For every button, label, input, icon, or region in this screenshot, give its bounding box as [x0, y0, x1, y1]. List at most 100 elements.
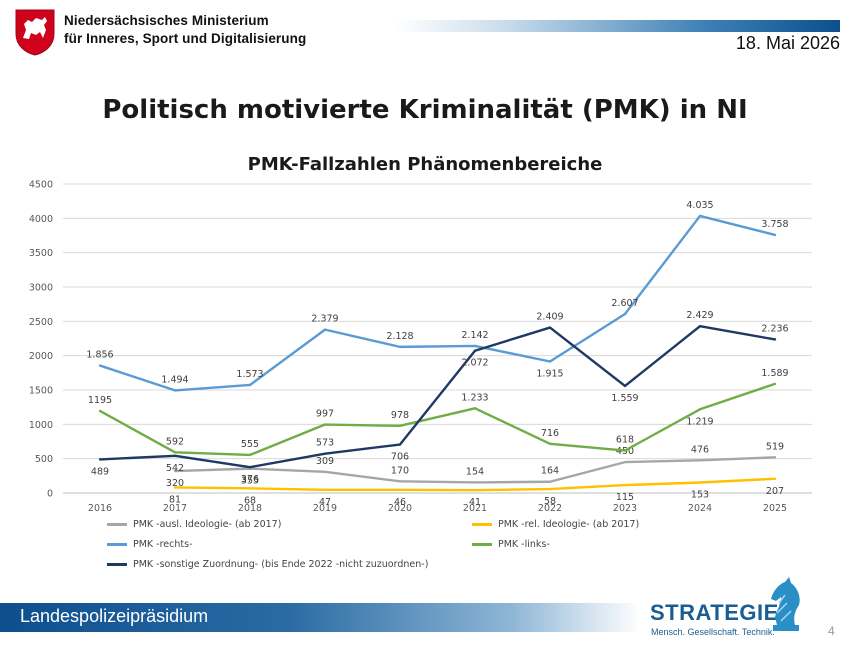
- data-point-sonstige: [173, 454, 177, 457]
- page-number: 4: [828, 624, 835, 638]
- chess-knight-icon: [771, 577, 800, 631]
- data-point-links: [398, 424, 402, 428]
- legend-swatch: [107, 523, 127, 526]
- x-tick-label: 2022: [538, 503, 562, 514]
- data-point-ausl: [323, 470, 327, 473]
- data-label-sonstige: 2.409: [536, 312, 563, 323]
- legend-item-sonstige: PMK -sonstige Zuordnung- (bis Ende 2022 …: [107, 559, 428, 570]
- data-point-rel: [248, 487, 252, 490]
- data-label-links: 1.233: [461, 392, 488, 403]
- x-tick-label: 2024: [688, 503, 712, 514]
- data-label-rel: 81: [169, 494, 181, 505]
- x-tick-label: 2021: [463, 503, 487, 514]
- x-tick-label: 2019: [313, 503, 337, 514]
- data-label-links: 1.589: [761, 368, 788, 379]
- data-label-rechts: 1.573: [236, 369, 263, 380]
- data-point-ausl: [623, 460, 627, 464]
- legend-label: PMK -sonstige Zuordnung- (bis Ende 2022 …: [133, 559, 429, 570]
- data-label-rechts: 4.035: [686, 200, 713, 211]
- data-point-links: [323, 423, 327, 426]
- data-label-rel: 207: [766, 486, 784, 497]
- data-label-rechts: 1.494: [161, 374, 188, 385]
- series-line-sonstige: [99, 325, 776, 469]
- chart-title: PMK-Fallzahlen Phänomenbereiche: [247, 154, 603, 175]
- data-label-rechts: 2.142: [461, 330, 488, 341]
- legend-item-ausl: PMK -ausl. Ideologie- (ab 2017): [107, 519, 281, 530]
- data-label-ausl: 519: [766, 441, 784, 452]
- data-point-rechts: [323, 328, 327, 331]
- data-label-links: 618: [616, 435, 634, 446]
- data-point-sonstige: [548, 326, 552, 329]
- data-label-ausl: 309: [316, 456, 334, 467]
- data-label-rel: 41: [469, 497, 481, 508]
- ministry-line-2: für Inneres, Sport und Digitalisierung: [64, 31, 307, 46]
- data-point-links: [248, 453, 252, 457]
- footer-color-band: [0, 603, 640, 632]
- y-tick-label: 3000: [29, 283, 53, 294]
- series-line-rel: [174, 477, 776, 492]
- y-tick-label: 4000: [29, 214, 53, 225]
- data-label-rechts: 2.128: [386, 331, 413, 342]
- data-point-rechts: [98, 364, 102, 367]
- x-tick-label: 2017: [163, 503, 187, 514]
- data-point-ausl: [548, 480, 552, 483]
- data-point-rechts: [248, 383, 252, 387]
- y-tick-label: 2000: [29, 351, 53, 362]
- data-label-rel: 115: [616, 492, 634, 503]
- data-label-sonstige: 706: [391, 452, 409, 463]
- data-label-rechts: 2.379: [311, 314, 338, 325]
- legend-label: PMK -links-: [498, 539, 550, 550]
- legend-swatch: [107, 563, 127, 566]
- data-point-rel: [398, 488, 402, 492]
- data-label-sonstige: 489: [91, 466, 109, 477]
- data-label-sonstige: 2.236: [761, 323, 788, 334]
- legend-label: PMK -rel. Ideologie- (ab 2017): [498, 519, 640, 530]
- data-label-sonstige: 542: [166, 463, 184, 474]
- x-tick-label: 2020: [388, 503, 412, 514]
- y-tick-label: 1500: [29, 386, 53, 397]
- data-label-ausl: 170: [391, 465, 409, 476]
- data-point-rel: [623, 483, 627, 487]
- header-color-band: [395, 20, 840, 32]
- series-line-links: [99, 382, 776, 457]
- legend-item-links: PMK -links-: [472, 539, 550, 550]
- legend-swatch: [472, 523, 492, 526]
- data-point-ausl: [698, 459, 702, 462]
- data-point-rechts: [773, 233, 777, 237]
- strategie-logo-text: STRATEGIE3: [650, 600, 786, 626]
- slide-date: 18. Mai 2026: [735, 33, 840, 53]
- data-label-links: 1195: [88, 395, 112, 406]
- data-label-sonstige: 2.072: [461, 358, 488, 369]
- data-point-sonstige: [773, 338, 777, 341]
- data-point-ausl: [398, 480, 402, 483]
- x-tick-label: 2023: [613, 503, 637, 514]
- data-label-ausl: 154: [466, 466, 484, 477]
- data-point-links: [473, 407, 477, 410]
- data-point-sonstige: [398, 443, 402, 446]
- data-point-rel: [773, 477, 777, 480]
- footer-label: Landespolizeipräsidium: [20, 606, 209, 626]
- y-tick-label: 3500: [29, 248, 53, 259]
- data-label-rechts: 2.607: [611, 298, 638, 309]
- data-label-ausl: 320: [166, 478, 184, 489]
- brand-tagline: Mensch. Gesellschaft. Technik.: [651, 627, 775, 637]
- data-label-links: 978: [391, 410, 409, 421]
- data-label-rel: 58: [544, 496, 556, 507]
- ministry-line-1: Niedersächsisches Ministerium: [64, 13, 269, 28]
- slide-title: Politisch motivierte Kriminalität (PMK) …: [102, 95, 748, 125]
- brand-name: STRATEGIE: [650, 600, 779, 625]
- data-point-rel: [698, 481, 702, 484]
- data-label-rechts: 3.758: [761, 219, 788, 230]
- data-label-rechts: 1.915: [536, 369, 563, 380]
- x-tick-label: 2016: [88, 503, 112, 514]
- data-point-rechts: [698, 214, 702, 218]
- data-label-rel: 68: [244, 495, 256, 506]
- data-point-links: [98, 409, 102, 413]
- data-point-ausl: [773, 456, 777, 459]
- data-point-links: [548, 442, 552, 446]
- data-label-links: 555: [241, 439, 259, 450]
- data-point-rel: [473, 488, 477, 492]
- x-tick-label: 2018: [238, 503, 262, 514]
- data-point-links: [698, 408, 702, 411]
- data-label-rel: 47: [319, 497, 331, 508]
